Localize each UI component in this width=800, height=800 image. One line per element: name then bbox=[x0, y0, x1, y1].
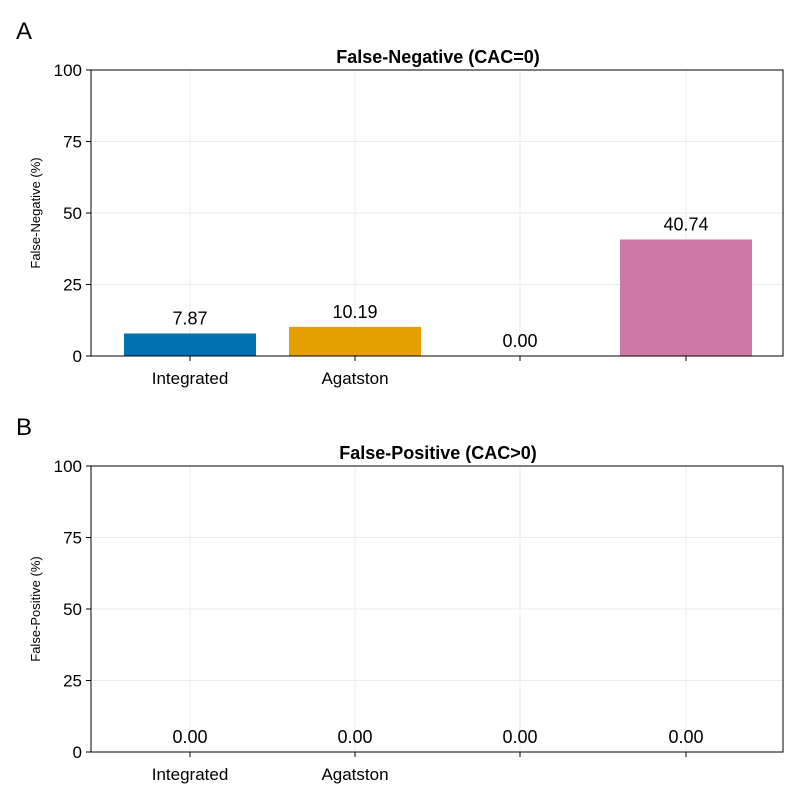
bar-value-label: 0.00 bbox=[668, 727, 703, 747]
x-tick-label: Integrated bbox=[152, 369, 229, 388]
panel-b: B False-Positive (CAC>0) False-Positive … bbox=[16, 414, 784, 784]
bar-value-label: 0.00 bbox=[502, 727, 537, 747]
x-tick-label: Integrated bbox=[152, 765, 229, 784]
y-axis-label: False-Negative (%) bbox=[28, 157, 43, 268]
x-tick-label: Agatston bbox=[321, 369, 388, 388]
bar-value-label: 7.87 bbox=[172, 308, 207, 328]
y-tick-label: 0 bbox=[73, 743, 82, 762]
y-tick-label: 100 bbox=[54, 457, 82, 476]
chart-title: False-Negative (CAC=0) bbox=[336, 47, 540, 67]
y-axis-label: False-Positive (%) bbox=[28, 556, 43, 661]
panel-label: B bbox=[16, 414, 32, 441]
bar-value-label: 0.00 bbox=[337, 727, 372, 747]
y-tick-label: 100 bbox=[54, 61, 82, 80]
bar-value-label: 40.74 bbox=[663, 214, 708, 234]
y-tick-label: 75 bbox=[63, 133, 82, 152]
y-tick-label: 50 bbox=[63, 600, 82, 619]
y-tick-label: 50 bbox=[63, 204, 82, 223]
chart-title: False-Positive (CAC>0) bbox=[339, 443, 537, 463]
y-tick-label: 25 bbox=[63, 276, 82, 295]
panel-a: A False-Negative (CAC=0) False-Negative … bbox=[16, 18, 784, 388]
bar-value-label: 0.00 bbox=[172, 727, 207, 747]
x-tick-label: Agatston bbox=[321, 765, 388, 784]
bar bbox=[620, 239, 752, 356]
bar-value-label: 0.00 bbox=[502, 331, 537, 351]
y-tick-label: 75 bbox=[63, 529, 82, 548]
bar bbox=[124, 333, 256, 356]
y-tick-label: 0 bbox=[73, 347, 82, 366]
bar bbox=[289, 326, 421, 356]
panel-label: A bbox=[16, 18, 32, 45]
bar-value-label: 10.19 bbox=[332, 302, 377, 322]
y-tick-label: 25 bbox=[63, 672, 82, 691]
